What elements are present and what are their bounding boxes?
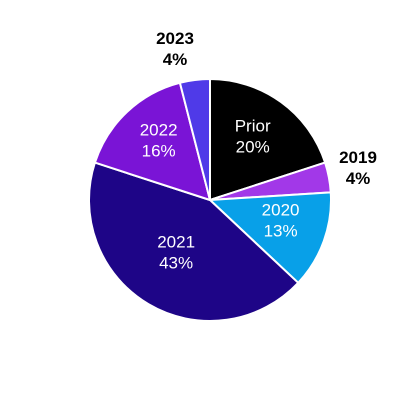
pie-label-2019: 2019 4% (339, 148, 377, 188)
slice-name-2022: 2022 (140, 120, 178, 139)
slice-percent-2019: 4% (346, 169, 371, 188)
pie-slice-prior (209, 78, 327, 201)
pie-slices (88, 78, 332, 322)
pie-label-2021: 2021 43% (157, 232, 195, 272)
slice-name-prior: Prior (235, 116, 271, 135)
slice-percent-2020: 13% (264, 221, 298, 240)
pie-label-2023: 2023 4% (156, 29, 194, 69)
slice-percent-prior: 20% (236, 137, 270, 156)
pie-labels: Prior 20% 2019 4% 2020 13% 2021 43% 2022 16% 2023 4… (140, 29, 377, 272)
pie-slice-2023 (178, 78, 211, 201)
slice-percent-2022: 16% (142, 141, 176, 160)
slice-name-2021: 2021 (157, 232, 195, 251)
pie-label-prior: Prior 20% (235, 116, 271, 156)
pie-label-2022: 2022 16% (140, 120, 178, 160)
slice-percent-2021: 43% (159, 253, 193, 272)
slice-name-2020: 2020 (262, 200, 300, 219)
pie-slice-2022 (93, 81, 211, 201)
pie-slice-2021 (88, 161, 300, 322)
slice-name-2019: 2019 (339, 148, 377, 167)
pie-slice-2020 (209, 191, 332, 284)
slice-percent-2023: 4% (163, 50, 188, 69)
pie-label-2020: 2020 13% (262, 200, 300, 240)
slice-name-2023: 2023 (156, 29, 194, 48)
